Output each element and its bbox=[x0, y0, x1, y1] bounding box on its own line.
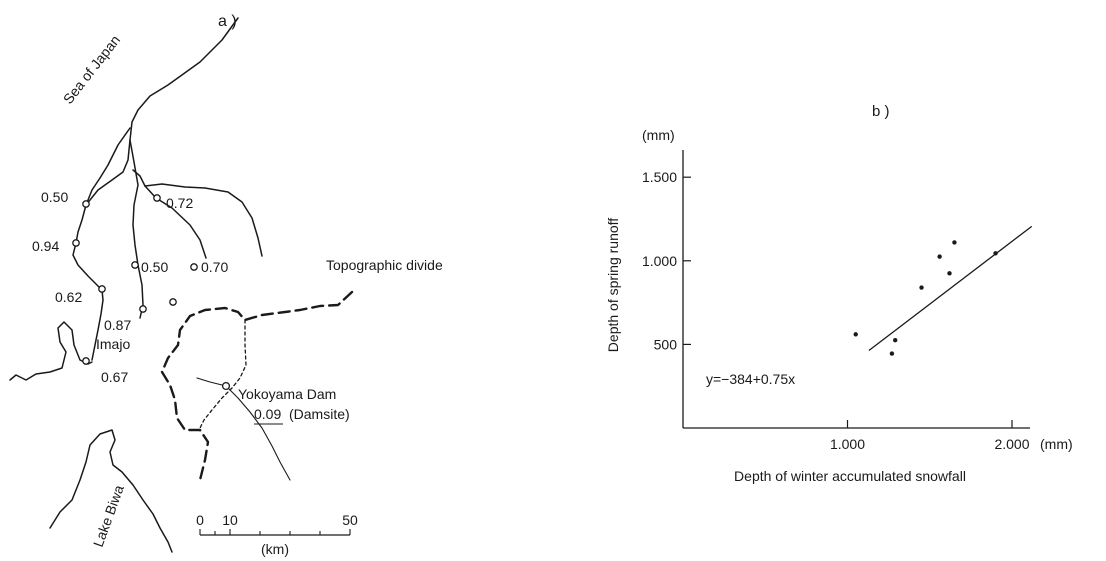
topographic-divide-line bbox=[160, 290, 354, 482]
east-upper-river bbox=[144, 183, 263, 257]
x-unit-label: (mm) bbox=[1040, 436, 1073, 452]
station-value: 0.50 bbox=[41, 189, 68, 205]
damsite-label: (Damsite) bbox=[289, 406, 350, 422]
x-tick-label: 1.000 bbox=[830, 436, 865, 452]
station-marker bbox=[82, 200, 90, 208]
dam-river bbox=[196, 377, 291, 481]
coastline-imajo bbox=[9, 321, 93, 381]
station-marker bbox=[82, 357, 90, 365]
station-value: 0.62 bbox=[55, 289, 82, 305]
east-branch-river bbox=[132, 169, 207, 259]
station-value: 0.70 bbox=[201, 259, 228, 275]
dam-runoff-value: 0.09 bbox=[254, 406, 281, 422]
x-tick-label: 2.000 bbox=[994, 436, 1029, 452]
regression-line bbox=[868, 225, 1033, 352]
station-value: 0.94 bbox=[32, 238, 59, 254]
scale-tick-label: 0 bbox=[196, 512, 204, 528]
data-point bbox=[889, 351, 895, 356]
scatter-chart: b ) (mm) (mm) Depth of spring runoff Dep… bbox=[605, 103, 1073, 484]
data-point bbox=[893, 338, 898, 343]
main-river-to-sea bbox=[85, 17, 239, 206]
station-value: 0.87 bbox=[104, 317, 131, 333]
yokoyama-dam-label: Yokoyama Dam bbox=[238, 386, 336, 402]
sea-of-japan-label: Sea of Japan bbox=[60, 32, 123, 107]
y-axis-title: Depth of spring runoff bbox=[605, 218, 621, 352]
station-marker bbox=[169, 298, 177, 306]
station-marker bbox=[153, 194, 161, 202]
y-tick-label: 1.000 bbox=[642, 253, 677, 269]
basin-boundary-dotted bbox=[198, 319, 247, 431]
station-marker bbox=[72, 239, 80, 247]
dam-marker bbox=[221, 381, 231, 391]
scale-tick-label: 50 bbox=[342, 512, 358, 528]
y-tick-label: 1.500 bbox=[642, 169, 677, 185]
data-point bbox=[919, 285, 924, 290]
station-marker bbox=[98, 285, 106, 293]
station-marker bbox=[131, 261, 139, 269]
data-point bbox=[937, 254, 942, 259]
panel-b-label: b ) bbox=[872, 103, 890, 120]
y-unit-label: (mm) bbox=[642, 127, 675, 143]
data-point bbox=[993, 251, 998, 256]
map-panel: a ) Sea of Japan Lake Biwa bbox=[9, 13, 443, 557]
scale-tick-label: 10 bbox=[222, 512, 238, 528]
regression-equation: y=−384+0.75x bbox=[706, 371, 795, 387]
station-value: 0.67 bbox=[101, 369, 128, 385]
station-marker bbox=[139, 305, 147, 313]
middle-branch-river bbox=[129, 139, 144, 319]
scale-bar: 0 10 50 (km) bbox=[196, 512, 358, 557]
y-tick-label: 500 bbox=[654, 336, 678, 352]
x-axis-title: Depth of winter accumulated snowfall bbox=[734, 468, 966, 484]
topographic-divide-label: Topographic divide bbox=[326, 257, 443, 273]
scale-unit-label: (km) bbox=[261, 541, 289, 557]
station-value: 0.50 bbox=[141, 259, 168, 275]
lake-biwa-label: Lake Biwa bbox=[90, 483, 127, 549]
lake-biwa-shoreline bbox=[49, 429, 173, 553]
west-branch-river bbox=[72, 127, 131, 361]
data-point bbox=[947, 271, 952, 276]
station-value: 0.72 bbox=[166, 195, 193, 211]
data-point bbox=[952, 240, 957, 245]
imajo-label: Imajo bbox=[96, 336, 130, 352]
panel-a-label: a ) bbox=[218, 13, 237, 30]
data-point bbox=[853, 332, 858, 337]
station-marker bbox=[190, 263, 198, 271]
